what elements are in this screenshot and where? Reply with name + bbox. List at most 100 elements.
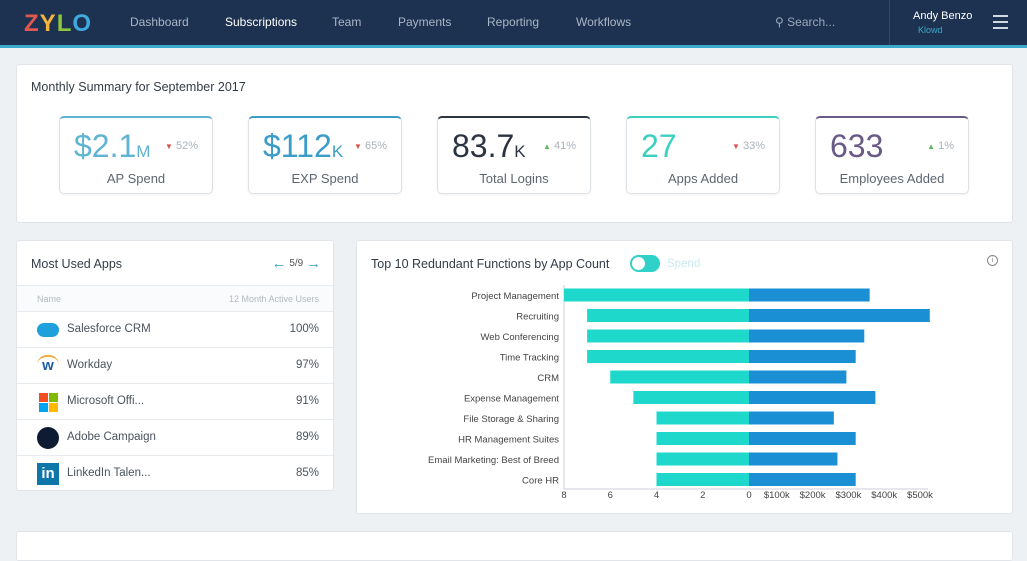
list-item[interactable]: in LinkedIn Talen... 85% — [17, 455, 333, 491]
most-used-apps-panel: Most Used Apps ← 5/9 → Name 12 Month Act… — [16, 240, 334, 491]
spend-toggle[interactable] — [630, 255, 660, 272]
divider — [889, 0, 890, 45]
bar-app-count — [656, 411, 749, 425]
kpi-label: AP Spend — [106, 171, 166, 186]
next-arrow-icon[interactable]: → — [306, 255, 321, 272]
bar-spend — [749, 350, 856, 363]
user-name[interactable]: Andy Benzo — [913, 10, 973, 22]
app-pct: 97% — [295, 359, 319, 371]
col-active-users[interactable]: 12 Month Active Users — [228, 294, 319, 304]
bar-app-count — [656, 452, 749, 466]
workday-icon: w — [37, 355, 59, 377]
category-label: Time Tracking — [500, 353, 559, 364]
up-arrow-icon: ▲ — [542, 142, 551, 151]
kpi-value: $2.1M — [74, 128, 151, 164]
app-name: Adobe Campaign — [67, 431, 156, 443]
category-label: Recruiting — [516, 312, 559, 323]
linkedin-icon: in — [37, 463, 59, 485]
list-item[interactable]: w Workday 97% — [17, 347, 333, 383]
zylo-logo[interactable]: ZYLO — [24, 10, 93, 37]
app-name: Salesforce CRM — [67, 323, 151, 335]
list-item[interactable]: Microsoft Offi... 91% — [17, 383, 333, 419]
search-icon: ⚲ — [775, 15, 784, 29]
kpi-card[interactable]: $112K ▼ 65% EXP Spend — [248, 116, 402, 194]
search-input[interactable]: ⚲ Search... — [775, 15, 835, 29]
nav-reporting[interactable]: Reporting — [487, 15, 540, 29]
hamburger-menu-icon[interactable] — [993, 15, 1008, 33]
x-tick-label: $200k — [800, 490, 826, 501]
microsoft-icon — [37, 391, 59, 413]
app-pct: 91% — [295, 395, 319, 407]
x-tick-label: $500k — [907, 490, 933, 501]
nav-team[interactable]: Team — [332, 15, 362, 29]
monthly-summary-panel: Monthly Summary for September 2017 $2.1M… — [16, 64, 1013, 223]
kpi-label: Total Logins — [479, 171, 549, 186]
bar-app-count — [633, 391, 749, 404]
salesforce-icon — [37, 319, 59, 341]
app-name: LinkedIn Talen... — [67, 467, 151, 479]
prev-arrow-icon[interactable]: ← — [271, 255, 287, 272]
category-label: Core HR — [522, 476, 559, 487]
top-nav: ZYLO Dashboard Subscriptions Team Paymen… — [0, 0, 1027, 48]
x-tick-label: $300k — [835, 490, 861, 501]
kpi-card[interactable]: 633 ▲ 1% Employees Added — [815, 116, 969, 194]
summary-title: Monthly Summary for September 2017 — [31, 80, 246, 94]
category-label: Expense Management — [464, 394, 559, 405]
nav-workflows[interactable]: Workflows — [576, 15, 632, 29]
down-arrow-icon: ▼ — [731, 142, 740, 151]
down-arrow-icon: ▼ — [353, 142, 362, 151]
kpi-value: $112K — [263, 128, 344, 164]
bar-app-count — [587, 350, 749, 363]
bar-spend — [749, 473, 856, 486]
bar-spend — [749, 309, 930, 322]
category-label: CRM — [537, 373, 559, 384]
app-pct: 89% — [295, 431, 319, 443]
kpi-card[interactable]: 27 ▼ 33% Apps Added — [626, 116, 780, 194]
col-name: Name — [37, 294, 62, 304]
kpi-value: 83.7K — [452, 128, 526, 164]
bar-spend — [749, 370, 847, 384]
bar-spend — [749, 391, 876, 404]
x-tick-label: $100k — [764, 490, 790, 501]
bar-spend — [749, 432, 856, 445]
bar-spend — [749, 329, 865, 343]
category-label: File Storage & Sharing — [463, 414, 559, 425]
kpi-value: 633 — [830, 128, 884, 164]
info-icon[interactable]: i — [987, 255, 998, 266]
kpi-label: EXP Spend — [291, 171, 359, 186]
kpi-change: ▼ 65% — [353, 140, 387, 152]
app-pct: 100% — [289, 323, 319, 335]
kpi-label: Employees Added — [839, 171, 945, 186]
kpi-label: Apps Added — [667, 171, 739, 186]
bar-chart: Project Management Recruiting Web Conferen… — [428, 285, 933, 501]
kpi-change: ▼ 52% — [164, 140, 198, 152]
nav-subscriptions[interactable]: Subscriptions — [225, 15, 298, 29]
bar-app-count — [656, 432, 749, 445]
list-item[interactable]: Salesforce CRM 100% — [17, 311, 333, 347]
search-placeholder: Search... — [787, 15, 836, 29]
bar-app-count — [656, 473, 749, 486]
x-tick-label: 6 — [608, 490, 613, 501]
redundant-functions-panel: Top 10 Redundant Functions by App Count … — [356, 240, 1013, 514]
kpi-value: 27 — [641, 128, 677, 164]
nav-dashboard[interactable]: Dashboard — [130, 15, 189, 29]
bar-app-count — [587, 309, 749, 322]
x-tick-label: 8 — [561, 490, 566, 501]
list-item[interactable]: Adobe Campaign 89% — [17, 419, 333, 455]
kpi-card[interactable]: 83.7K ▲ 41% Total Logins — [437, 116, 591, 194]
category-label: HR Management Suites — [458, 435, 559, 446]
category-label: Email Marketing: Best of Breed — [428, 455, 559, 466]
down-arrow-icon: ▼ — [164, 142, 173, 151]
kpi-change: ▲ 1% — [927, 140, 954, 152]
category-label: Project Management — [471, 291, 559, 302]
bottom-panel — [16, 531, 1013, 561]
adobe-icon — [37, 427, 59, 449]
nav-payments[interactable]: Payments — [398, 15, 452, 29]
kpi-card[interactable]: $2.1M ▼ 52% AP Spend — [59, 116, 213, 194]
kpi-change: ▲ 41% — [542, 140, 576, 152]
bar-app-count — [564, 288, 749, 302]
x-tick-label: 2 — [700, 490, 705, 501]
most-used-title: Most Used Apps — [31, 257, 123, 271]
bar-spend — [749, 411, 834, 425]
org-name: Klowd — [918, 25, 943, 35]
